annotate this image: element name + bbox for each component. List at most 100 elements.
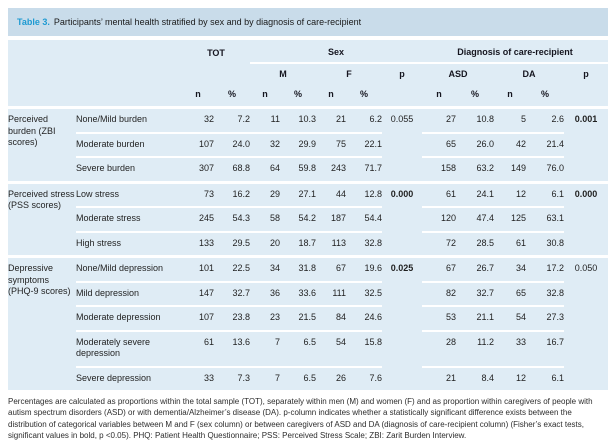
tot-n-cell: 245 bbox=[182, 206, 214, 232]
female-pct-cell: 22.1 bbox=[346, 131, 382, 157]
category-cell: Perceived stress (PSS scores) bbox=[8, 180, 76, 257]
tot-pct-cell: 22.5 bbox=[214, 255, 250, 282]
male-pct-cell: 6.5 bbox=[280, 329, 316, 367]
p-value-sex-cell: 0.025 bbox=[382, 255, 422, 282]
da-n-cell: 34 bbox=[494, 255, 526, 282]
p-value-diagnosis-cell bbox=[564, 157, 608, 182]
tot-n-cell: 73 bbox=[182, 180, 214, 207]
header-spacer bbox=[8, 85, 182, 108]
male-n-cell: 29 bbox=[250, 180, 280, 207]
male-pct-cell: 31.8 bbox=[280, 255, 316, 282]
female-n-cell: 187 bbox=[316, 206, 346, 232]
header-subgroup-asd: ASD bbox=[448, 69, 468, 79]
asd-n-cell: 27 bbox=[422, 106, 456, 133]
row-label-cell: None/Mild depression bbox=[76, 255, 182, 282]
male-n-cell: 11 bbox=[250, 106, 280, 133]
da-n-cell: 42 bbox=[494, 131, 526, 157]
tot-pct-cell: 32.7 bbox=[214, 280, 250, 306]
header-group-tot: TOT bbox=[207, 47, 225, 58]
p-value-sex-cell bbox=[382, 331, 422, 367]
p-value-diagnosis-cell bbox=[564, 306, 608, 331]
row-label-cell: None/Mild burden bbox=[76, 106, 182, 133]
female-n-cell: 84 bbox=[316, 305, 346, 331]
table-row: Moderate stress 245 54.3 58 54.2 187 54.4 120 47… bbox=[8, 206, 608, 232]
row-label-cell: Moderate depression bbox=[76, 305, 182, 331]
da-pct-cell: 6.1 bbox=[526, 365, 564, 390]
female-n-cell: 44 bbox=[316, 180, 346, 207]
table-title-text: Participants’ mental health stratified b… bbox=[53, 17, 362, 27]
female-pct-cell: 24.6 bbox=[346, 305, 382, 331]
p-value-sex-cell bbox=[382, 306, 422, 331]
row-label-cell: Severe depression bbox=[76, 365, 182, 390]
header-subgroup-f: F bbox=[346, 69, 352, 79]
tot-pct-cell: 13.6 bbox=[214, 329, 250, 367]
p-value-sex-cell bbox=[382, 157, 422, 182]
female-pct-cell: 7.6 bbox=[346, 365, 382, 390]
male-pct-cell: 18.7 bbox=[280, 230, 316, 257]
female-pct-cell: 32.5 bbox=[346, 280, 382, 306]
asd-n-cell: 67 bbox=[422, 255, 456, 282]
header-unit-n: n bbox=[195, 89, 201, 99]
asd-n-cell: 120 bbox=[422, 206, 456, 232]
male-n-cell: 20 bbox=[250, 230, 280, 257]
da-n-cell: 12 bbox=[494, 180, 526, 207]
tot-n-cell: 33 bbox=[182, 365, 214, 390]
tot-pct-cell: 23.8 bbox=[214, 305, 250, 331]
table-row: Perceived burden (ZBI scores) None/Mild b… bbox=[8, 106, 608, 182]
da-n-cell: 54 bbox=[494, 305, 526, 331]
stats-table: TOT Sex Diagnosis of care-recipient M F … bbox=[8, 40, 608, 390]
male-pct-cell: 54.2 bbox=[280, 206, 316, 232]
asd-n-cell: 28 bbox=[422, 329, 456, 367]
da-pct-cell: 2.6 bbox=[526, 106, 564, 133]
p-value-sex-cell bbox=[382, 367, 422, 391]
table-row: Severe burden 307 68.8 64 59.8 243 71.7 158 63.2… bbox=[8, 156, 608, 182]
female-pct-cell: 32.8 bbox=[346, 230, 382, 257]
da-pct-cell: 27.3 bbox=[526, 305, 564, 331]
da-pct-cell: 63.1 bbox=[526, 206, 564, 232]
da-pct-cell: 32.8 bbox=[526, 280, 564, 306]
female-n-cell: 21 bbox=[316, 106, 346, 133]
tot-pct-cell: 16.2 bbox=[214, 180, 250, 207]
female-n-cell: 243 bbox=[316, 156, 346, 182]
p-value-sex-cell bbox=[382, 232, 422, 257]
female-pct-cell: 12.8 bbox=[346, 180, 382, 207]
female-n-cell: 67 bbox=[316, 255, 346, 282]
male-pct-cell: 33.6 bbox=[280, 280, 316, 306]
p-value-diagnosis-cell bbox=[564, 232, 608, 257]
tot-n-cell: 61 bbox=[182, 329, 214, 367]
table-row: High stress 133 29.5 20 18.7 113 32.8 72 28.5 61 3… bbox=[8, 230, 608, 257]
category-cell: Depressive symptoms (PHQ-9 scores) bbox=[8, 255, 76, 390]
p-value-sex-cell bbox=[382, 133, 422, 158]
header-spacer bbox=[8, 63, 250, 85]
da-pct-cell: 30.8 bbox=[526, 230, 564, 257]
table-row: Moderate burden 107 24.0 32 29.9 75 22.1 65 26.0… bbox=[8, 131, 608, 158]
tot-n-cell: 133 bbox=[182, 230, 214, 257]
category-cell: Perceived burden (ZBI scores) bbox=[8, 106, 76, 182]
asd-pct-cell: 10.8 bbox=[456, 106, 494, 133]
asd-pct-cell: 11.2 bbox=[456, 329, 494, 367]
row-label-cell: Moderate stress bbox=[76, 206, 182, 232]
female-n-cell: 113 bbox=[316, 230, 346, 257]
da-n-cell: 149 bbox=[494, 156, 526, 182]
tot-n-cell: 32 bbox=[182, 106, 214, 133]
female-pct-cell: 54.4 bbox=[346, 206, 382, 232]
tot-pct-cell: 7.2 bbox=[214, 106, 250, 133]
male-n-cell: 7 bbox=[250, 365, 280, 390]
female-pct-cell: 15.8 bbox=[346, 329, 382, 367]
header-subgroup-p-dx: p bbox=[583, 69, 589, 79]
header-row-groups: TOT Sex Diagnosis of care-recipient bbox=[8, 40, 608, 64]
male-n-cell: 23 bbox=[250, 305, 280, 331]
p-value-diagnosis-cell bbox=[564, 367, 608, 391]
asd-n-cell: 65 bbox=[422, 131, 456, 157]
asd-pct-cell: 47.4 bbox=[456, 206, 494, 232]
header-spacer bbox=[382, 85, 422, 108]
da-pct-cell: 21.4 bbox=[526, 131, 564, 157]
tot-n-cell: 147 bbox=[182, 280, 214, 306]
male-n-cell: 36 bbox=[250, 280, 280, 306]
table-row: Perceived stress (PSS scores) Low stress 7… bbox=[8, 180, 608, 257]
male-n-cell: 34 bbox=[250, 255, 280, 282]
asd-pct-cell: 63.2 bbox=[456, 156, 494, 182]
header-unit-n: n bbox=[328, 89, 334, 99]
row-label-cell: Moderately severe depression bbox=[76, 329, 182, 367]
asd-n-cell: 158 bbox=[422, 156, 456, 182]
